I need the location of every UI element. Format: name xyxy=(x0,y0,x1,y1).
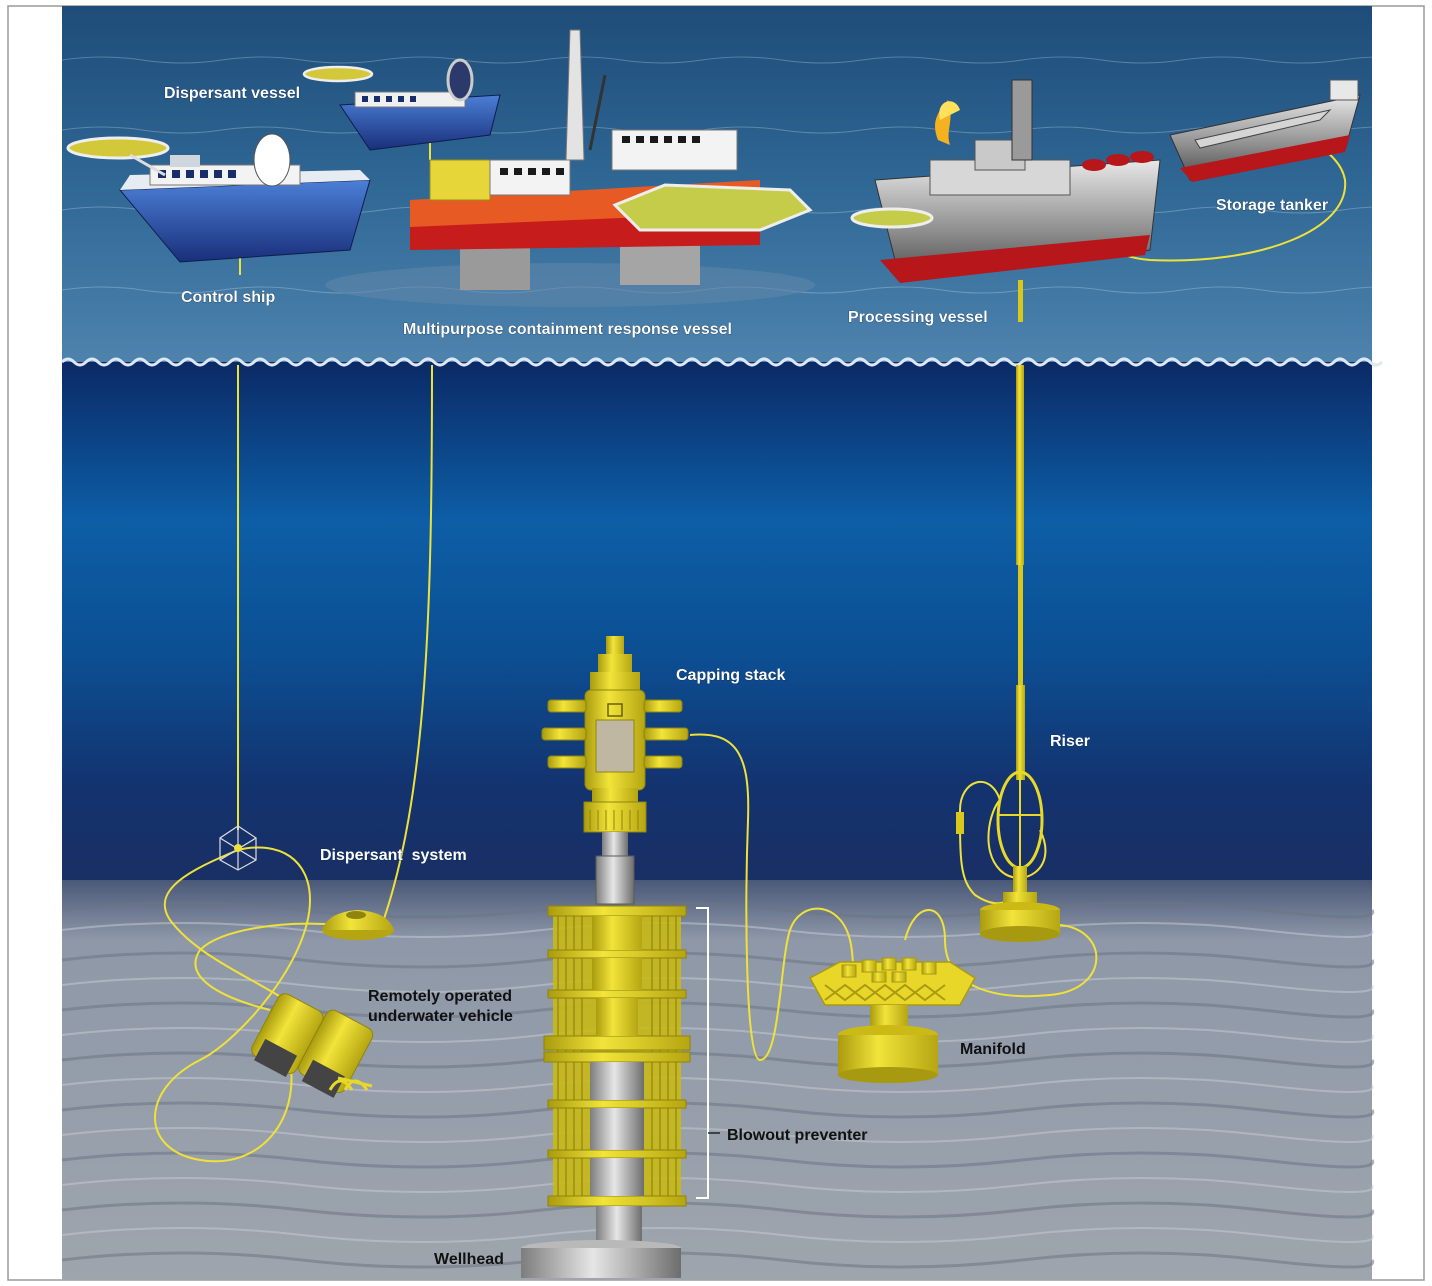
waterline xyxy=(60,357,1384,367)
wellhead xyxy=(521,1206,681,1278)
label-storage-tanker: Storage tanker xyxy=(1216,197,1328,214)
label-blowout-preventer: Blowout preventer xyxy=(727,1127,867,1144)
seabed-highlights xyxy=(61,922,1374,1243)
processing-vessel xyxy=(850,79,1161,310)
riser-loop-b xyxy=(987,799,1047,879)
label-control-ship: Control ship xyxy=(181,289,275,306)
label-dispersant-vessel: Dispersant vessel xyxy=(164,85,300,102)
riser-loop xyxy=(958,780,1011,905)
storage-tanker xyxy=(1169,79,1361,182)
control-ship xyxy=(66,133,371,263)
dispersant-vessel xyxy=(302,58,501,151)
label-dispersant-system: Dispersant system xyxy=(320,847,467,864)
label-manifold: Manifold xyxy=(960,1041,1026,1058)
label-capping-stack: Capping stack xyxy=(676,667,785,684)
labels: Dispersant vessel Control ship Multipurp… xyxy=(164,85,1329,1268)
rov-tether-a xyxy=(163,849,301,1011)
label-processing-vessel: Processing vessel xyxy=(848,309,988,326)
rov-tether-b xyxy=(154,846,312,1163)
label-wellhead: Wellhead xyxy=(434,1251,504,1268)
blowout-preventer xyxy=(543,905,720,1207)
label-rov-line-2: underwater vehicle xyxy=(368,1008,513,1025)
rov xyxy=(251,993,374,1098)
capping-stack xyxy=(541,636,689,905)
manifold xyxy=(808,957,976,1083)
riser xyxy=(956,282,1060,942)
capping-stack-cable xyxy=(689,733,861,1062)
label-riser: Riser xyxy=(1050,733,1090,750)
multipurpose-vessel xyxy=(325,29,815,307)
label-rov-line-1: Remotely operated xyxy=(368,988,512,1005)
rov-tether-c xyxy=(194,922,341,1011)
manifold-riser-cable xyxy=(904,909,1098,998)
label-multipurpose-vessel: Multipurpose containment response vessel xyxy=(403,321,732,338)
dispersant-system xyxy=(219,825,394,940)
deep-water xyxy=(62,362,1372,892)
